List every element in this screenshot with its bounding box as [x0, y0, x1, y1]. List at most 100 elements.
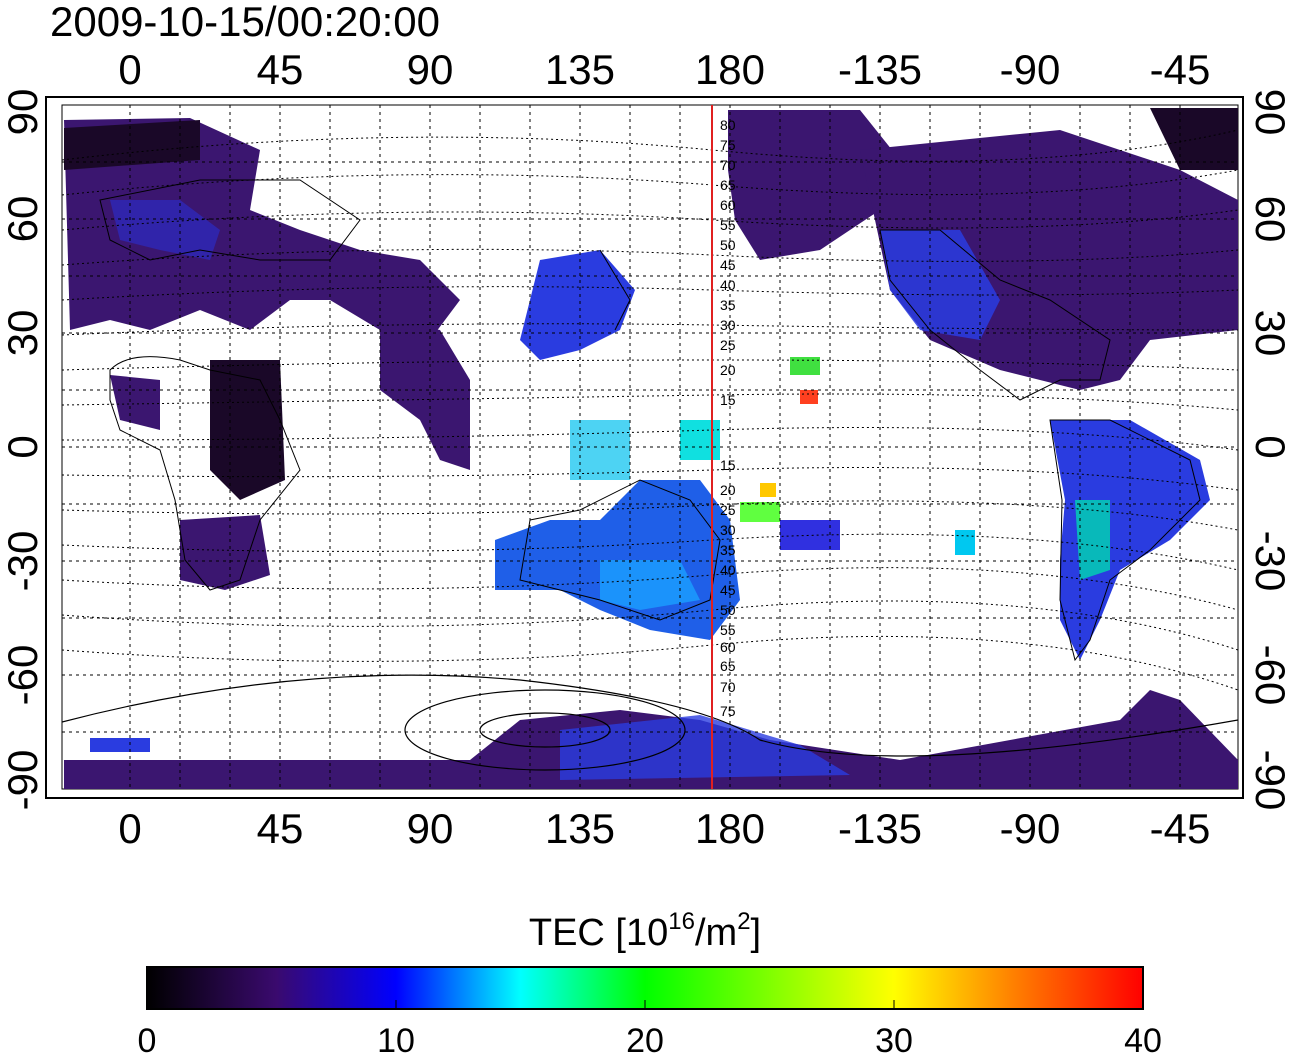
contour-label-s65: 65 — [720, 658, 736, 674]
tec-region-greenland — [1150, 108, 1238, 170]
top-longitude-labels: 0 45 90 135 180 -135 -90 -45 — [118, 46, 1210, 93]
left-lat-label-0: 0 — [0, 435, 46, 458]
colorbar-title-mid: /m — [695, 912, 737, 954]
contour-label-n15: 15 — [720, 392, 736, 408]
tec-region-antarctica-blue — [560, 715, 850, 780]
map-title: 2009-10-15/00:20:00 — [50, 0, 440, 45]
tec-region-australia-cyan — [600, 560, 700, 610]
left-lat-label-90: 90 — [0, 89, 46, 136]
colorbar-tick-30: 30 — [875, 1022, 913, 1057]
bottom-lon-label-m45: -45 — [1150, 805, 1211, 852]
right-latitude-labels: 90 60 30 0 -30 -60 -90 — [1247, 89, 1292, 811]
tec-region-india — [380, 320, 470, 470]
left-lat-label-60: 60 — [0, 196, 46, 243]
contour-label-s30: 30 — [720, 522, 736, 538]
bottom-lon-label-m135: -135 — [838, 805, 922, 852]
tec-patch-pacific-cyan — [680, 420, 720, 460]
bottom-lon-label-90: 90 — [407, 805, 454, 852]
tec-region-africa-dark — [210, 360, 285, 500]
tec-patch-pacific-blue — [780, 520, 840, 550]
contour-label-n30: 30 — [720, 317, 736, 333]
tec-region-s-america-cyan — [1075, 500, 1110, 580]
left-latitude-labels: 90 60 30 0 -30 -60 -90 — [0, 89, 46, 811]
contour-label-s50: 50 — [720, 602, 736, 618]
bottom-lon-label-135: 135 — [545, 805, 615, 852]
right-lat-label-m90: -90 — [1247, 750, 1292, 811]
colorbar-title-end: ] — [751, 912, 762, 954]
right-lat-label-m60: -60 — [1247, 645, 1292, 706]
top-lon-label-m45: -45 — [1150, 46, 1211, 93]
tec-region-east-asia — [520, 250, 635, 360]
tec-region-antarctica-strip — [90, 738, 150, 752]
colorbar-title-sup1: 16 — [668, 908, 695, 935]
top-lon-label-m135: -135 — [838, 46, 922, 93]
contour-label-n65: 65 — [720, 177, 736, 193]
colorbar-tick-10: 10 — [377, 1022, 415, 1057]
contour-label-n25: 25 — [720, 337, 736, 353]
tec-patch-pacific-yellow — [760, 483, 776, 497]
south-pole-contours — [62, 674, 1238, 771]
colorbar-tick-20: 20 — [626, 1022, 664, 1057]
left-lat-label-m90: -90 — [0, 750, 46, 811]
tec-region-africa — [110, 375, 160, 430]
contour-label-s20: 20 — [720, 482, 736, 498]
left-lat-label-m30: -30 — [0, 531, 46, 592]
contour-label-n60: 60 — [720, 197, 736, 213]
top-lon-label-m90: -90 — [1000, 46, 1061, 93]
colorbar-tick-0: 0 — [138, 1022, 157, 1057]
contour-label-n70: 70 — [720, 157, 736, 173]
map-content: 80 75 70 65 60 55 50 45 40 35 30 25 20 1… — [62, 105, 1238, 789]
contour-label-n45: 45 — [720, 257, 736, 273]
bottom-lon-label-0: 0 — [118, 805, 141, 852]
tec-region-europe-blue — [110, 200, 220, 260]
top-lon-label-90: 90 — [407, 46, 454, 93]
top-lon-label-180: 180 — [695, 46, 765, 93]
colorbar-ticks — [395, 1000, 895, 1009]
bottom-longitude-labels: 0 45 90 135 180 -135 -90 -45 — [118, 805, 1210, 852]
right-lat-label-90: 90 — [1247, 89, 1292, 136]
tec-patch-hawaii-red — [800, 390, 818, 404]
colorbar-title: TEC [1016/m2] — [529, 908, 761, 954]
tec-region-alaska — [728, 110, 900, 260]
tec-region-n-america-blue — [880, 230, 1000, 340]
left-lat-label-m60: -60 — [0, 645, 46, 706]
map-grid — [62, 105, 1238, 789]
colorbar-tick-labels: 0 10 20 30 40 — [138, 1022, 1162, 1057]
tec-data-layer — [64, 108, 1238, 789]
colorbar-title-main: TEC [10 — [529, 912, 668, 954]
contour-label-s40: 40 — [720, 562, 736, 578]
tec-region-s-africa — [180, 515, 270, 590]
tec-patch-pacific-cyan-2 — [570, 420, 630, 480]
top-lon-label-45: 45 — [257, 46, 304, 93]
right-lat-label-m30: -30 — [1247, 531, 1292, 592]
colorbar-title-sup2: 2 — [737, 908, 750, 935]
right-lat-label-0: 0 — [1247, 435, 1292, 458]
contour-label-s70: 70 — [720, 679, 736, 695]
contour-label-n20: 20 — [720, 362, 736, 378]
contour-label-n35: 35 — [720, 297, 736, 313]
tec-patch-chile — [955, 530, 975, 555]
left-lat-label-30: 30 — [0, 310, 46, 357]
contour-label-s75: 75 — [720, 703, 736, 719]
right-lat-label-30: 30 — [1247, 310, 1292, 357]
contour-label-s60: 60 — [720, 639, 736, 655]
bottom-lon-label-45: 45 — [257, 805, 304, 852]
top-lon-label-135: 135 — [545, 46, 615, 93]
contour-label-s25: 25 — [720, 502, 736, 518]
contour-label-n75: 75 — [720, 137, 736, 153]
bottom-lon-label-m90: -90 — [1000, 805, 1061, 852]
contour-label-s15: 15 — [720, 457, 736, 473]
contour-label-n80: 80 — [720, 117, 736, 133]
contour-label-n40: 40 — [720, 277, 736, 293]
contour-label-s35: 35 — [720, 542, 736, 558]
tec-patch-hawaii-green — [790, 357, 820, 375]
top-lon-label-0: 0 — [118, 46, 141, 93]
tec-region-arctic — [64, 120, 200, 170]
contour-label-n50: 50 — [720, 237, 736, 253]
coastlines — [99, 179, 1201, 662]
contour-label-group: 80 75 70 65 60 55 50 45 40 35 30 25 20 1… — [720, 117, 736, 719]
bottom-lon-label-180: 180 — [695, 805, 765, 852]
colorbar-tick-40: 40 — [1124, 1022, 1162, 1057]
contour-label-s45: 45 — [720, 582, 736, 598]
